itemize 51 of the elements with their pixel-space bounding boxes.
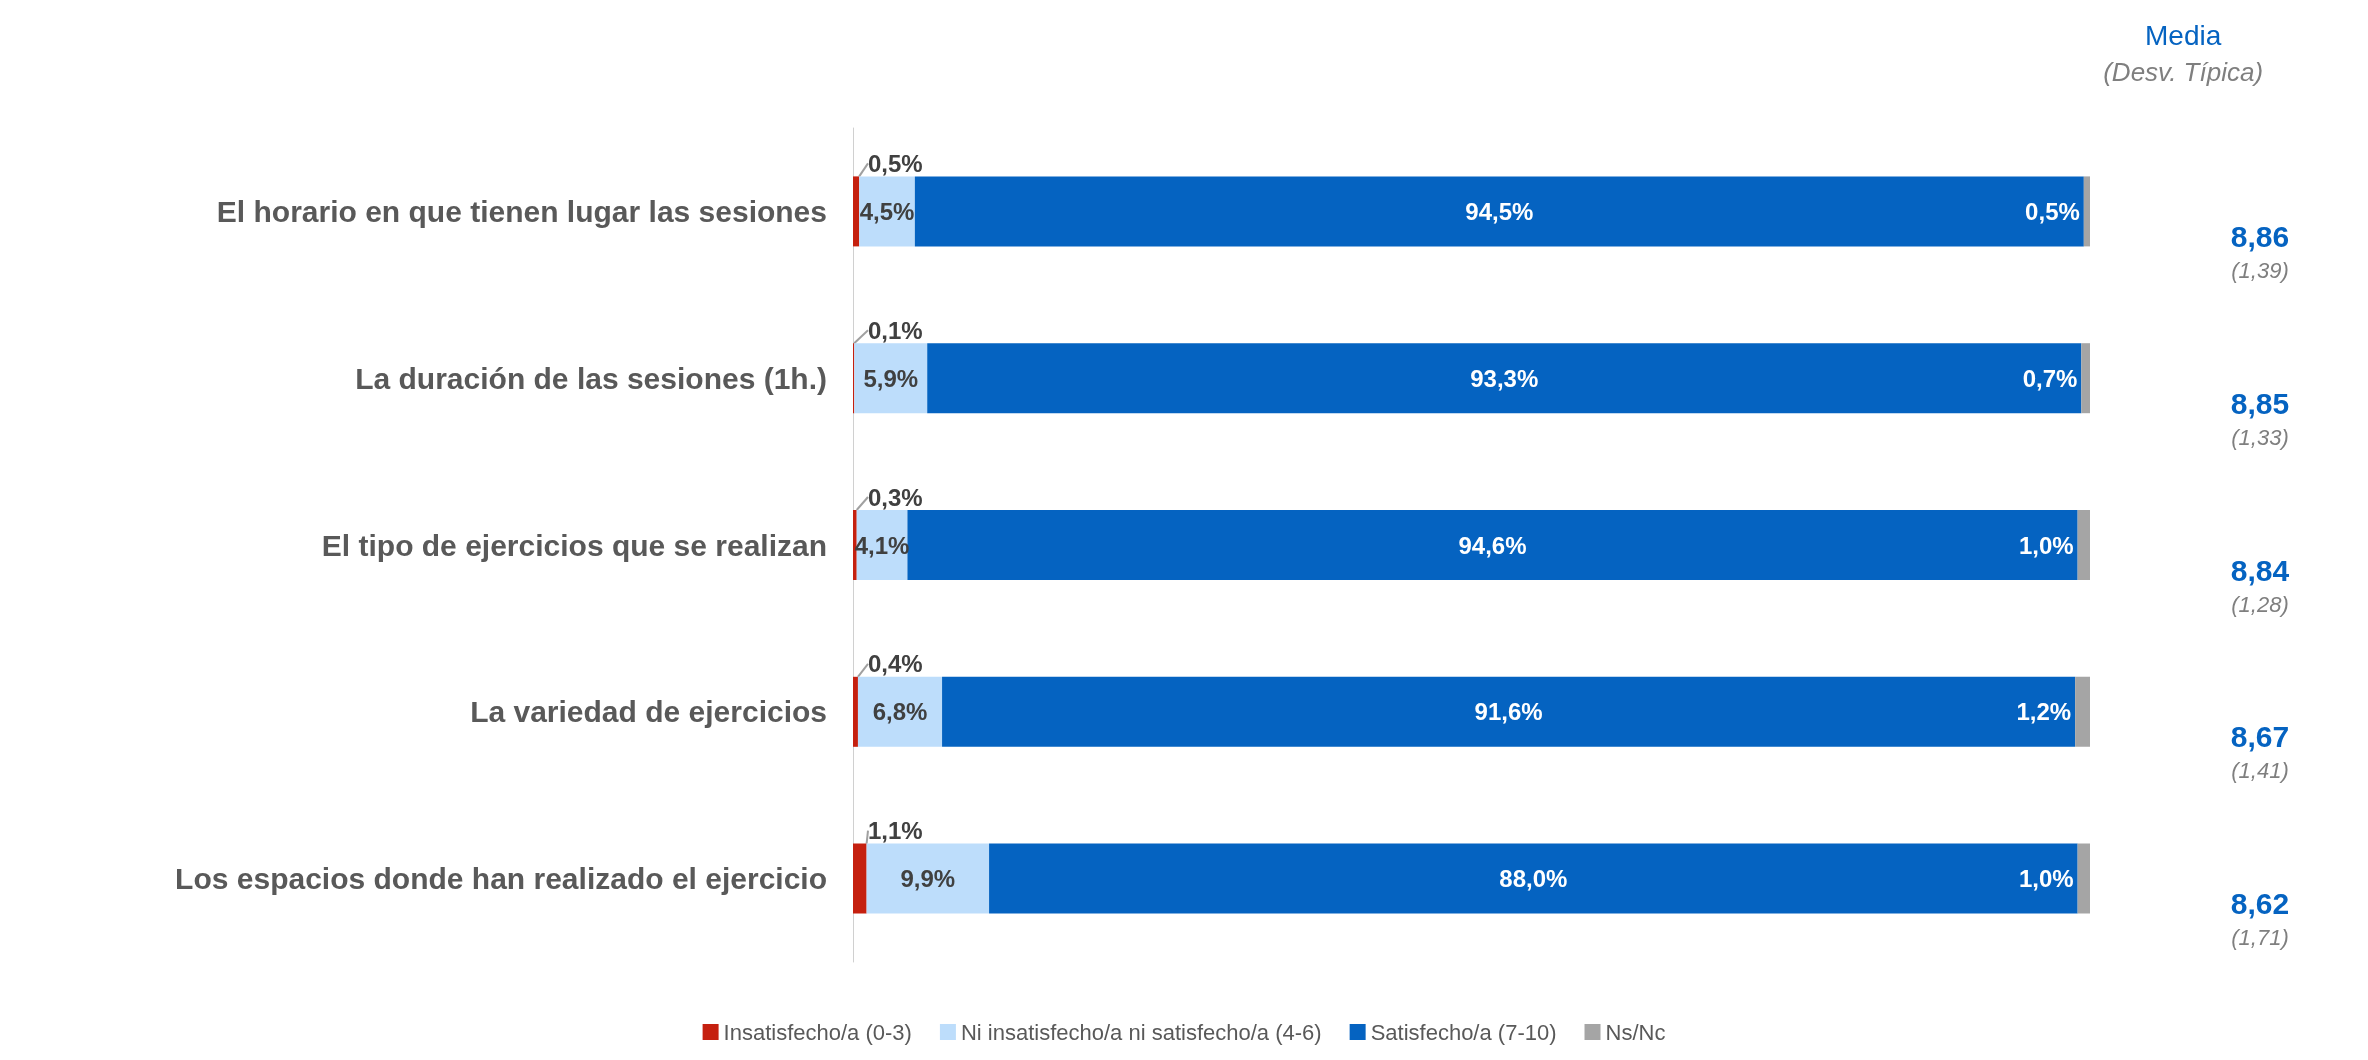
y-tick-label: La variedad de ejercicios: [470, 695, 827, 729]
data-label: 9,9%: [900, 865, 956, 893]
bar: [907, 510, 2078, 580]
text: 8,84 (1,28): [2230, 553, 2290, 617]
data-label: 1,0%: [2018, 865, 2074, 893]
data-label: 1,0%: [2018, 531, 2074, 559]
data-label: 4,5%: [859, 197, 915, 225]
data-label: 0,7%: [2022, 364, 2078, 392]
bar: [927, 343, 2082, 414]
bar: [989, 843, 2078, 914]
legend-label: Ni insatisfecho/a ni satisfecho/a (4-6): [960, 1019, 1322, 1045]
bar: [857, 676, 943, 747]
data-label: 0,4%: [868, 650, 923, 678]
text: 8,62 (1,71): [2230, 887, 2290, 951]
data-label: 5,9%: [863, 364, 919, 392]
data-label: 1,1%: [868, 817, 923, 845]
bar: [2083, 176, 2090, 247]
legend-label: Ns/Nc: [1605, 1019, 1666, 1045]
bar: [853, 510, 857, 580]
legend-label: Insatisfecho/a (0-3): [723, 1019, 912, 1045]
text: 8,67 (1,41): [2230, 720, 2290, 784]
bar: [2077, 510, 2090, 580]
bar: [866, 843, 990, 914]
y-tick-label: El tipo de ejercicios que se realizan: [321, 528, 827, 562]
bar: [853, 843, 867, 914]
bar: [2081, 343, 2090, 414]
text: 8,86 (1,39): [2230, 219, 2290, 283]
data-label: 0,3%: [868, 483, 923, 511]
data-label: 94,5%: [1465, 197, 1534, 225]
data-label: 0,1%: [868, 316, 923, 344]
bar: [2075, 676, 2090, 747]
y-tick-label: El horario en que tienen lugar las sesiones: [216, 194, 827, 228]
bar: [853, 676, 858, 747]
legend-label: Satisfecho/a (7-10): [1370, 1019, 1557, 1045]
y-tick-label: La duración de las sesiones (1h.): [355, 361, 827, 395]
bar: [2077, 843, 2090, 914]
bar: [914, 176, 2084, 247]
bar: [853, 176, 860, 247]
data-label: 1,2%: [2016, 698, 2072, 726]
data-label: 93,3%: [1470, 364, 1539, 392]
data-label: 88,0%: [1499, 865, 1568, 893]
bar: [942, 676, 2076, 747]
data-label: 94,6%: [1458, 531, 1527, 559]
text: Media: [2145, 19, 2222, 51]
data-label: 91,6%: [1474, 698, 1543, 726]
text: (Desv. Típica): [2103, 57, 2264, 87]
data-label: 0,5%: [2025, 197, 2080, 225]
y-tick-label: Los espacios donde han realizado el ejercicio: [175, 862, 827, 896]
text: 8,85 (1,33): [2230, 386, 2290, 450]
data-label: 0,5%: [868, 149, 923, 177]
data-label: 6,8%: [872, 698, 928, 726]
